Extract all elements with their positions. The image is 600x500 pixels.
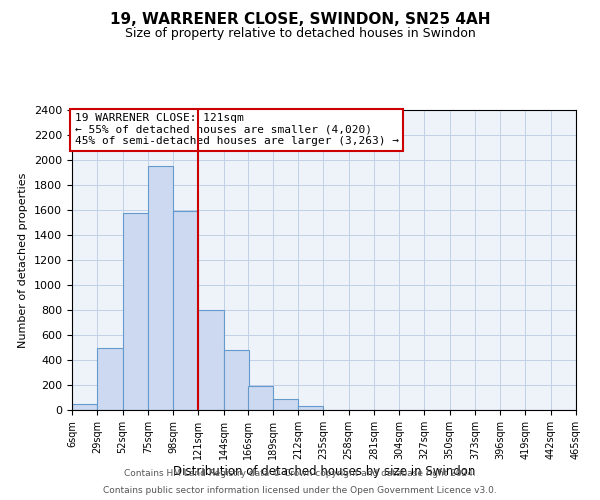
Bar (224, 350, 249, 410)
Bar (198, 310, 224, 410)
Bar (273, 399, 298, 410)
Bar (122, 213, 148, 410)
Text: 19 WARRENER CLOSE: 121sqm
← 55% of detached houses are smaller (4,020)
45% of se: 19 WARRENER CLOSE: 121sqm ← 55% of detac… (74, 113, 398, 146)
Text: Contains public sector information licensed under the Open Government Licence v3: Contains public sector information licen… (103, 486, 497, 495)
Text: Contains HM Land Registry data © Crown copyright and database right 2024.: Contains HM Land Registry data © Crown c… (124, 468, 476, 477)
Text: Size of property relative to detached houses in Swindon: Size of property relative to detached ho… (125, 28, 475, 40)
X-axis label: Distribution of detached houses by size in Swindon: Distribution of detached houses by size … (173, 464, 475, 477)
Text: 19, WARRENER CLOSE, SWINDON, SN25 4AH: 19, WARRENER CLOSE, SWINDON, SN25 4AH (110, 12, 490, 28)
Bar (148, 166, 173, 410)
Bar (72, 404, 97, 410)
Bar (248, 386, 273, 410)
Y-axis label: Number of detached properties: Number of detached properties (19, 172, 28, 348)
Bar (298, 406, 323, 410)
Bar (173, 211, 198, 410)
Bar (97, 348, 122, 410)
